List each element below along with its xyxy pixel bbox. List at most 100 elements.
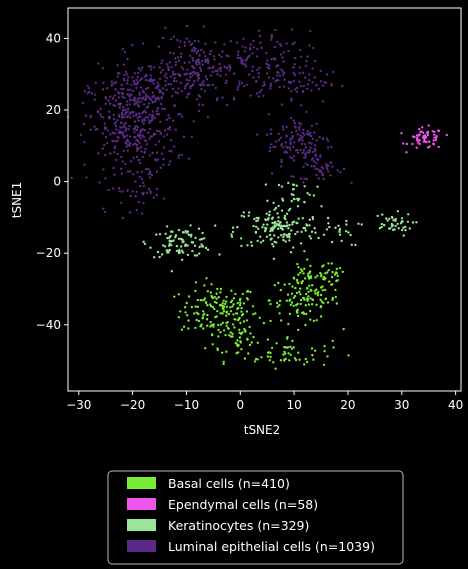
data-point xyxy=(132,110,135,114)
data-point xyxy=(324,288,327,292)
data-point xyxy=(101,67,105,70)
data-point xyxy=(309,275,312,278)
data-point xyxy=(136,104,140,107)
data-point xyxy=(154,158,157,161)
data-point xyxy=(204,301,208,305)
data-point xyxy=(114,88,117,91)
data-point xyxy=(304,323,307,327)
data-point xyxy=(141,98,144,101)
data-point xyxy=(215,315,218,318)
data-point xyxy=(171,230,174,233)
data-point xyxy=(297,266,300,269)
data-point xyxy=(425,131,429,135)
data-point xyxy=(271,216,274,219)
data-point xyxy=(150,174,154,177)
data-point xyxy=(136,72,140,75)
data-point xyxy=(297,273,300,276)
data-point xyxy=(255,216,258,220)
data-point xyxy=(304,64,308,68)
data-point xyxy=(150,135,154,138)
data-point xyxy=(305,59,308,63)
data-point xyxy=(202,299,205,302)
data-point xyxy=(94,81,97,84)
data-point xyxy=(156,81,159,85)
data-point xyxy=(308,44,311,47)
data-point xyxy=(269,132,273,135)
data-point xyxy=(194,305,197,308)
data-point xyxy=(269,319,272,323)
data-point xyxy=(191,49,194,53)
data-point xyxy=(319,298,322,301)
data-point xyxy=(319,315,323,318)
data-point xyxy=(247,352,250,355)
data-point xyxy=(211,70,214,74)
data-point xyxy=(251,52,254,55)
data-point xyxy=(311,284,314,287)
data-point xyxy=(285,212,289,215)
data-point xyxy=(162,146,165,149)
data-point xyxy=(206,304,209,307)
data-point xyxy=(242,215,246,218)
data-point xyxy=(382,223,386,227)
data-point xyxy=(289,148,292,152)
data-point xyxy=(270,38,273,41)
data-point xyxy=(174,61,178,64)
y-axis-ticks: −40 −20 0 20 40 xyxy=(36,31,68,332)
data-point xyxy=(191,84,194,87)
data-point xyxy=(133,81,136,84)
data-point xyxy=(145,143,149,146)
data-point xyxy=(221,50,224,53)
data-point xyxy=(250,341,253,344)
data-point xyxy=(241,313,245,316)
data-point xyxy=(294,286,297,290)
data-point xyxy=(308,73,311,76)
data-point xyxy=(303,277,307,280)
data-point xyxy=(177,237,181,240)
data-point xyxy=(214,86,217,90)
data-point xyxy=(258,35,261,38)
data-point xyxy=(335,267,338,271)
data-point xyxy=(350,243,353,246)
data-point xyxy=(252,313,255,316)
data-point xyxy=(186,68,189,72)
data-point xyxy=(214,224,217,227)
data-point xyxy=(140,66,144,69)
data-point xyxy=(174,57,177,60)
data-point xyxy=(264,229,267,232)
data-point xyxy=(392,219,395,222)
data-point xyxy=(126,82,129,85)
data-point xyxy=(209,303,212,306)
data-point xyxy=(196,79,199,82)
data-point xyxy=(151,79,154,83)
data-point xyxy=(326,146,330,149)
data-point xyxy=(203,83,206,87)
data-point xyxy=(282,85,286,88)
data-point xyxy=(199,325,203,328)
data-point xyxy=(277,204,280,208)
data-point xyxy=(301,280,304,283)
data-point xyxy=(236,88,239,91)
data-point xyxy=(132,156,135,160)
data-point xyxy=(120,201,123,204)
data-point xyxy=(307,277,311,280)
data-point xyxy=(179,55,183,58)
data-point xyxy=(309,288,312,292)
data-point xyxy=(283,283,286,286)
data-point xyxy=(126,79,129,82)
data-point xyxy=(302,226,305,230)
data-point xyxy=(250,244,254,247)
data-point xyxy=(302,297,306,300)
data-point xyxy=(169,240,173,243)
data-point xyxy=(122,134,125,137)
data-point xyxy=(194,289,197,293)
data-point xyxy=(321,172,324,176)
data-point xyxy=(326,271,329,274)
data-point xyxy=(308,224,311,227)
data-point xyxy=(198,238,202,241)
data-point xyxy=(306,55,309,58)
data-point xyxy=(159,166,162,169)
data-point xyxy=(314,167,317,170)
data-point xyxy=(239,340,242,343)
data-point xyxy=(249,94,252,97)
data-point xyxy=(238,316,241,320)
